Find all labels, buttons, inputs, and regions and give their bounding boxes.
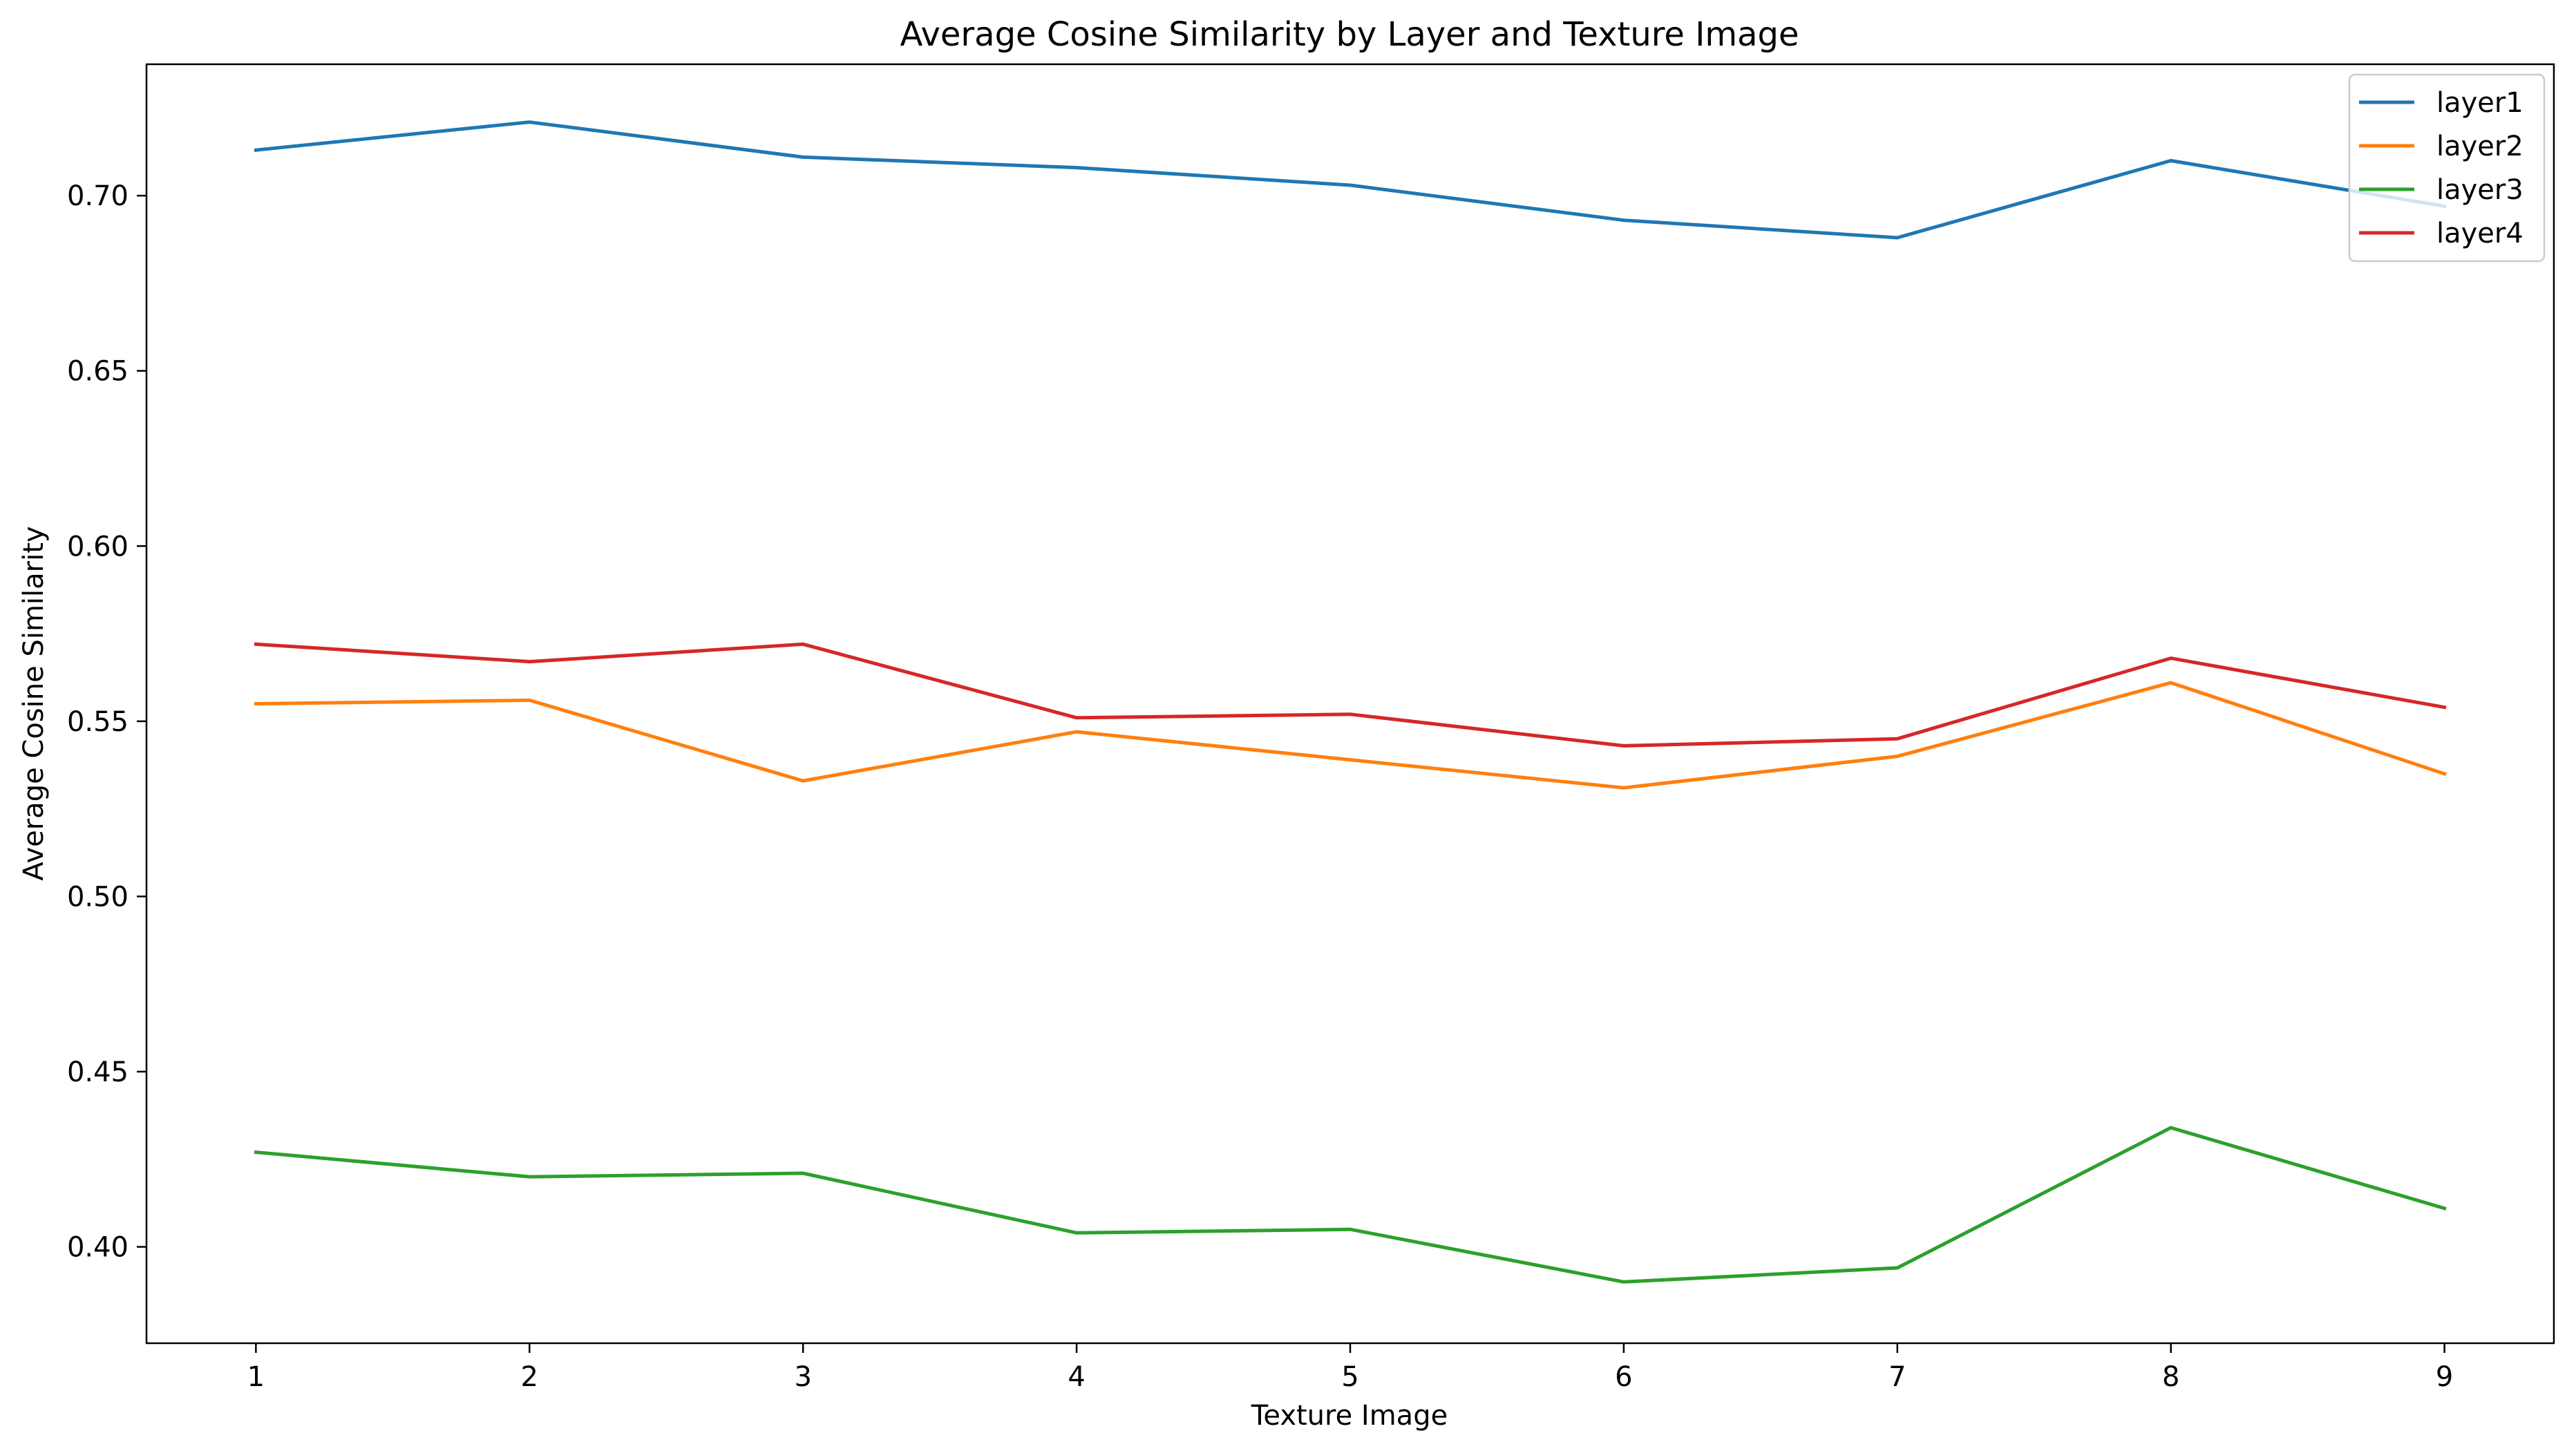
x-axis-ticks: 1 2 3 4 5 6 7 8 9 <box>247 1343 2453 1393</box>
y-tick-label: 0.50 <box>67 881 129 913</box>
x-tick-label: 3 <box>794 1361 811 1393</box>
x-tick-label: 8 <box>2162 1361 2179 1393</box>
series-lines <box>254 120 2447 1284</box>
series-line-layer1 <box>254 120 2447 240</box>
series-line-layer2 <box>254 681 2447 790</box>
legend-label-layer4: layer4 <box>2436 218 2523 249</box>
legend-label-layer1: layer1 <box>2436 87 2523 119</box>
legend-label-layer3: layer3 <box>2436 174 2523 206</box>
x-tick-label: 9 <box>2436 1361 2453 1393</box>
x-tick-label: 5 <box>1341 1361 1358 1393</box>
legend: layer1 layer2 layer3 layer4 <box>2348 73 2546 263</box>
legend-items: layer1 layer2 layer3 layer4 <box>2359 87 2523 249</box>
x-tick-label: 4 <box>1068 1361 1085 1393</box>
legend-box <box>2348 73 2546 263</box>
y-axis-ticks: 0.40 0.45 0.50 0.55 0.60 0.65 0.70 <box>67 180 146 1264</box>
x-tick-label: 1 <box>247 1361 265 1393</box>
y-tick-label: 0.45 <box>67 1056 129 1088</box>
series-line-layer3 <box>254 1126 2447 1284</box>
series-line-layer4 <box>254 642 2447 748</box>
y-tick-label: 0.65 <box>67 356 129 388</box>
plot-frame <box>145 63 2555 1345</box>
y-tick-label: 0.55 <box>67 706 129 738</box>
y-tick-label: 0.40 <box>67 1232 129 1264</box>
y-axis-label: Average Cosine Similarity <box>18 526 50 880</box>
x-tick-label: 2 <box>521 1361 538 1393</box>
x-tick-label: 6 <box>1615 1361 1632 1393</box>
y-tick-label: 0.70 <box>67 180 129 212</box>
legend-label-layer2: layer2 <box>2436 131 2523 162</box>
plot-area <box>145 63 2555 1345</box>
y-tick-label: 0.60 <box>67 531 129 562</box>
chart-title: Average Cosine Similarity by Layer and T… <box>900 15 1799 54</box>
x-axis-label: Texture Image <box>1251 1400 1448 1432</box>
x-tick-label: 7 <box>1888 1361 1906 1393</box>
